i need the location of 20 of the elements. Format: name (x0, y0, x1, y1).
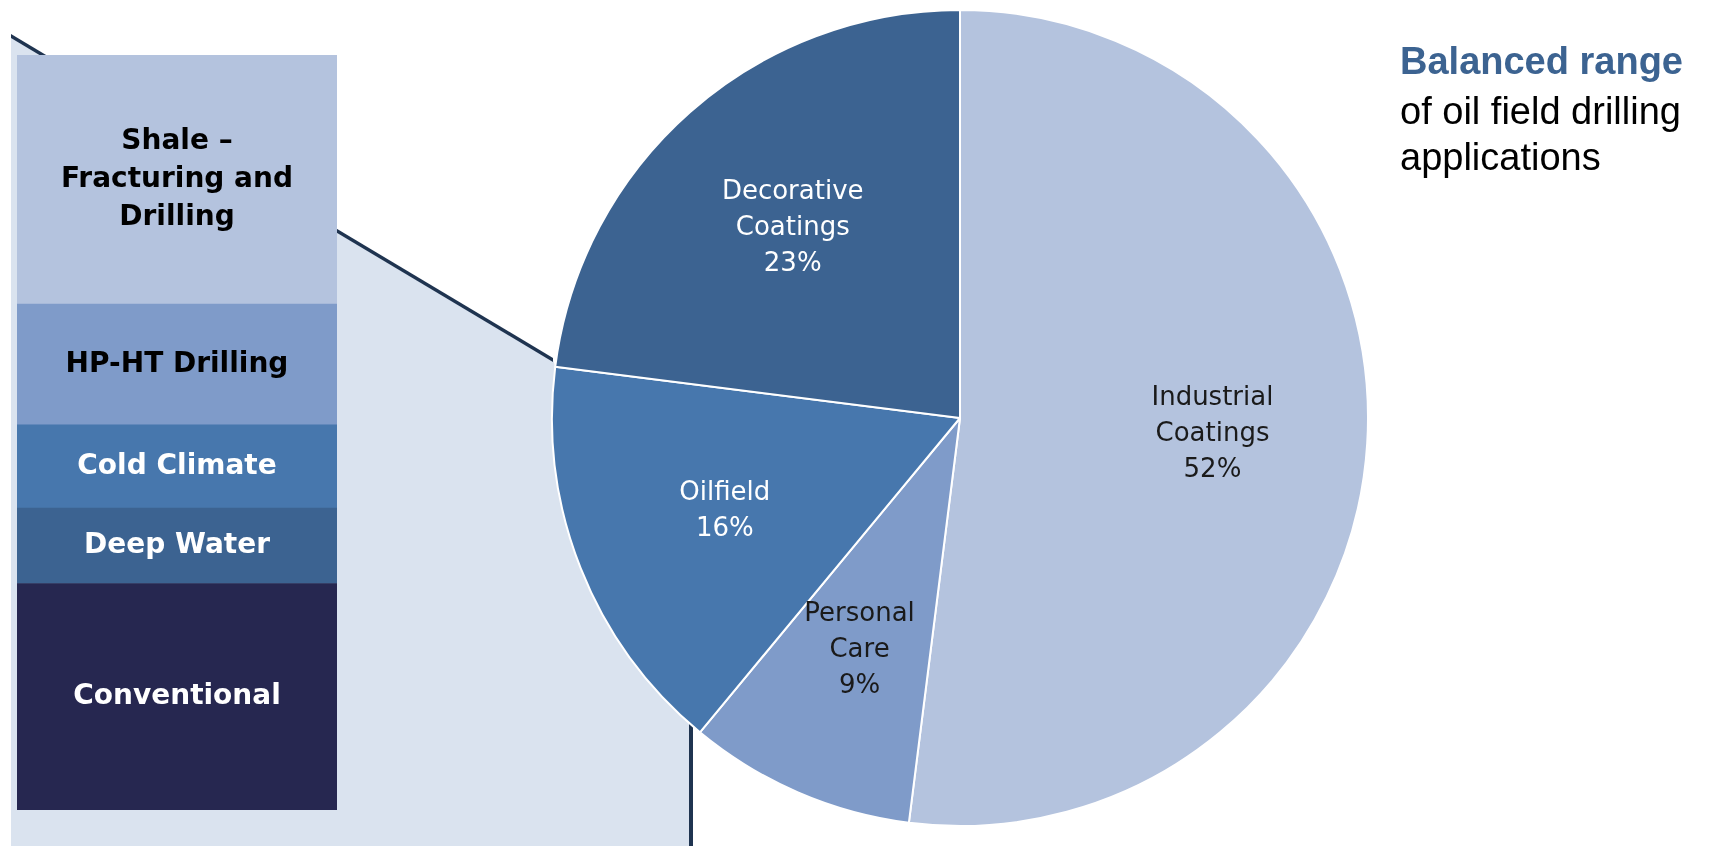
series-label: Cold Climate (77, 447, 277, 481)
bar (17, 55, 337, 305)
series-label: Shale – Fracturing and Drilling (61, 122, 293, 232)
text: Balanced range (1400, 40, 1683, 83)
text: of oil field drilling applications (1400, 89, 1682, 180)
data-label: 23% (763, 247, 822, 277)
bar (17, 303, 337, 426)
series-label: HP-HT Drilling (65, 345, 289, 379)
bar (17, 424, 337, 509)
series-label: Conventional (73, 678, 281, 712)
bar (17, 507, 337, 584)
slice-label: Industrial Coatings (1151, 380, 1274, 447)
data-label: 9% (838, 668, 881, 699)
slice-label: Personal Care (804, 596, 915, 663)
data-label: 52% (1183, 452, 1242, 483)
slice-label: Oilfield (679, 475, 771, 506)
bar (17, 583, 337, 810)
slice-label: Decorative Coatings (721, 175, 864, 241)
series-label: Deep Water (84, 527, 271, 561)
data-label: 16% (695, 511, 754, 542)
